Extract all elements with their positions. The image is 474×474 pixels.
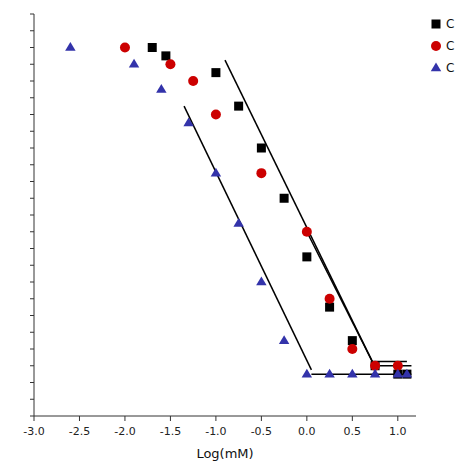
x-tick-label: 0.0: [298, 425, 316, 438]
y-tick: [30, 231, 34, 232]
point: [325, 294, 335, 304]
point: [165, 59, 175, 69]
y-tick: [30, 148, 34, 149]
point: [347, 369, 357, 378]
point: [402, 370, 411, 379]
point: [393, 369, 403, 378]
x-tick: [261, 416, 262, 421]
legend-marker: [431, 41, 441, 51]
y-tick: [30, 215, 34, 216]
point: [129, 59, 139, 68]
y-tick: [30, 416, 34, 417]
point-series: [65, 42, 412, 377]
legend-label: C: [446, 39, 454, 53]
y-tick: [30, 265, 34, 266]
y-tick: [30, 332, 34, 333]
y-tick: [30, 315, 34, 316]
point: [156, 84, 166, 93]
y-tick: [30, 64, 34, 65]
y-tick: [30, 365, 34, 366]
point-series: [120, 43, 403, 371]
point: [188, 76, 198, 86]
legend-label: C: [446, 61, 454, 75]
y-tick: [30, 382, 34, 383]
point: [325, 303, 334, 312]
y-tick: [30, 131, 34, 132]
y-tick: [30, 47, 34, 48]
x-axis-label: Log(mM): [196, 446, 253, 461]
y-tick: [30, 14, 34, 15]
y-tick: [30, 114, 34, 115]
point: [233, 218, 243, 227]
point: [280, 194, 289, 203]
y-tick: [30, 81, 34, 82]
x-tick-label: 0.5: [344, 425, 362, 438]
axes: -3.0 -2.5 -2.0 -1.5 -1.0 -0.5 0.0 0.5 1.0: [23, 14, 416, 438]
point: [183, 117, 193, 126]
legend-label: C: [446, 17, 454, 31]
point: [148, 43, 157, 52]
y-tick: [30, 298, 34, 299]
x-tick-label: 1.0: [389, 425, 407, 438]
y-tick: [30, 349, 34, 350]
point: [161, 51, 170, 60]
legend: CCC: [431, 17, 455, 75]
fit-line: [307, 232, 372, 362]
x-tick-label: -1.0: [205, 425, 226, 438]
point: [234, 102, 243, 111]
point: [257, 144, 266, 153]
point: [302, 252, 311, 261]
x-tick-label: -1.5: [160, 425, 181, 438]
point: [211, 68, 220, 77]
point: [256, 168, 266, 178]
x-tick: [215, 416, 216, 421]
y-tick: [30, 97, 34, 98]
point: [120, 43, 130, 53]
point: [348, 336, 357, 345]
y-tick: [30, 30, 34, 31]
point: [324, 369, 334, 378]
legend-marker: [431, 63, 441, 72]
fit-line: [184, 106, 311, 370]
y-tick: [30, 399, 34, 400]
y-tick: [30, 198, 34, 199]
y-tick: [30, 164, 34, 165]
point: [347, 344, 357, 354]
y-tick: [30, 248, 34, 249]
legend-marker: [432, 20, 441, 29]
x-tick: [34, 416, 35, 421]
y-tick: [30, 181, 34, 182]
chart: -3.0 -2.5 -2.0 -1.5 -1.0 -0.5 0.0 0.5 1.0 Log(mM)…: [0, 0, 474, 474]
x-tick: [397, 416, 398, 421]
point: [256, 277, 266, 286]
x-tick-label: -2.0: [114, 425, 135, 438]
point: [393, 370, 402, 379]
point-series: [148, 43, 412, 379]
point: [370, 369, 380, 378]
x-tick: [124, 416, 125, 421]
point: [211, 110, 221, 120]
point: [402, 369, 412, 378]
x-tick: [306, 416, 307, 421]
x-tick-label: -0.5: [251, 425, 272, 438]
point: [279, 335, 289, 344]
x-tick: [352, 416, 353, 421]
point: [302, 227, 312, 237]
plot-area: [65, 42, 412, 379]
x-tick: [79, 416, 80, 421]
point: [302, 369, 312, 378]
x-tick-label: -2.5: [69, 425, 90, 438]
point: [211, 168, 221, 177]
point: [65, 42, 75, 51]
x-tick: [170, 416, 171, 421]
x-axis-line: [34, 416, 416, 417]
x-tick-label: -3.0: [23, 425, 44, 438]
fit-line: [225, 60, 372, 362]
y-tick: [30, 282, 34, 283]
